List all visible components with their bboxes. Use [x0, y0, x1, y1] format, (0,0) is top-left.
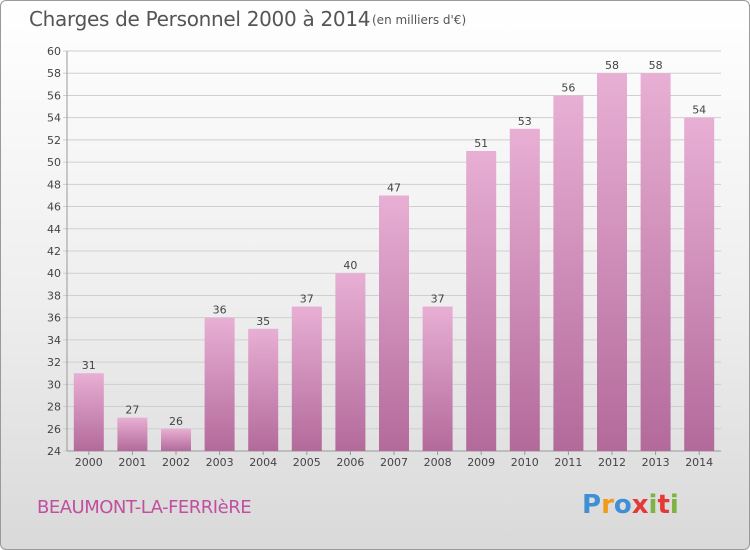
bar — [640, 73, 671, 451]
bar-value-label: 51 — [474, 137, 488, 150]
x-tick-label: 2003 — [206, 456, 234, 469]
y-tick-label: 38 — [47, 289, 61, 302]
y-tick-label: 48 — [47, 178, 61, 191]
x-tick-label: 2009 — [467, 456, 495, 469]
x-tick-label: 2005 — [293, 456, 321, 469]
logo-letter: r — [601, 490, 614, 520]
bar-value-label: 53 — [518, 115, 532, 128]
x-tick-label: 2001 — [118, 456, 146, 469]
x-tick-labels: 2000 2001 2002 2003 2004 2005 2006 2007 2008 2009… — [75, 456, 713, 469]
x-tick-label: 2014 — [685, 456, 713, 469]
y-tick-label: 42 — [47, 245, 61, 258]
y-tick-label: 40 — [47, 267, 61, 280]
x-tick-label: 2011 — [554, 456, 582, 469]
y-tick-label: 56 — [47, 89, 61, 102]
bar-value-label: 37 — [300, 293, 314, 306]
bar — [248, 328, 279, 451]
bar — [684, 117, 715, 452]
x-tick-label: 2008 — [424, 456, 452, 469]
bar-value-label: 27 — [125, 404, 139, 417]
bars — [73, 73, 715, 452]
bar-value-label: 58 — [605, 59, 619, 72]
bar-value-label: 40 — [343, 259, 357, 272]
logo-letter: P — [582, 490, 602, 520]
bar-value-label: 26 — [169, 415, 183, 428]
x-tick-label: 2004 — [249, 456, 277, 469]
bar-value-label: 47 — [387, 181, 401, 194]
bar — [335, 273, 366, 451]
y-tick-label: 46 — [47, 201, 61, 214]
y-tick-label: 34 — [47, 334, 61, 347]
y-tick-label: 60 — [47, 45, 61, 58]
y-tick-label: 36 — [47, 312, 61, 325]
x-tick-label: 2012 — [598, 456, 626, 469]
x-tick-label: 2010 — [511, 456, 539, 469]
chart-subtitle: (en milliers d'€) — [372, 13, 467, 27]
y-tick-label: 54 — [47, 112, 61, 125]
y-tick-label: 30 — [47, 378, 61, 391]
proxiti-logo: Proxiti — [582, 490, 679, 520]
bar — [379, 195, 409, 451]
y-tick-label: 50 — [47, 156, 61, 169]
logo-letter: i — [648, 490, 658, 520]
x-tick-label: 2007 — [380, 456, 408, 469]
bar-value-label: 37 — [431, 293, 445, 306]
bar — [204, 317, 235, 451]
y-tick-label: 32 — [47, 356, 61, 369]
bar — [117, 417, 148, 451]
bar — [466, 151, 497, 451]
bar — [291, 306, 322, 451]
bar-value-labels: 31 27 26 36 35 37 40 47 37 51 53 56 58 58 54 — [82, 59, 706, 428]
logo-letter: i — [669, 490, 679, 520]
y-tick-label: 24 — [47, 445, 61, 458]
bar-value-label: 56 — [561, 81, 575, 94]
bar — [509, 128, 540, 451]
bar — [73, 373, 104, 451]
bar-value-label: 36 — [213, 304, 227, 317]
logo-letter: o — [613, 490, 632, 520]
y-tick-label: 52 — [47, 134, 61, 147]
bar — [422, 306, 453, 451]
bar-value-label: 31 — [82, 359, 96, 372]
logo-letter: t — [657, 490, 670, 520]
y-tick-labels: 24 26 28 30 32 34 36 38 40 42 44 46 48 50 52 54 56 58 60 — [47, 45, 61, 458]
y-tick-label: 44 — [47, 223, 61, 236]
x-tick-label: 2013 — [642, 456, 670, 469]
x-tick-label: 2002 — [162, 456, 190, 469]
bar — [161, 428, 191, 451]
bar-value-label: 54 — [692, 104, 706, 117]
x-tick-label: 2000 — [75, 456, 103, 469]
y-tick-label: 28 — [47, 401, 61, 414]
bar-value-label: 35 — [256, 315, 270, 328]
commune-name: BEAUMONT-LA-FERRIèRE — [37, 497, 252, 518]
logo-letter: x — [631, 490, 649, 520]
bar — [553, 95, 584, 451]
bar-value-label: 58 — [649, 59, 663, 72]
y-tick-label: 58 — [47, 67, 61, 80]
x-tick-label: 2006 — [336, 456, 364, 469]
bar — [597, 73, 627, 451]
chart-title: Charges de Personnel 2000 à 2014 — [29, 7, 371, 31]
y-tick-label: 26 — [47, 423, 61, 436]
